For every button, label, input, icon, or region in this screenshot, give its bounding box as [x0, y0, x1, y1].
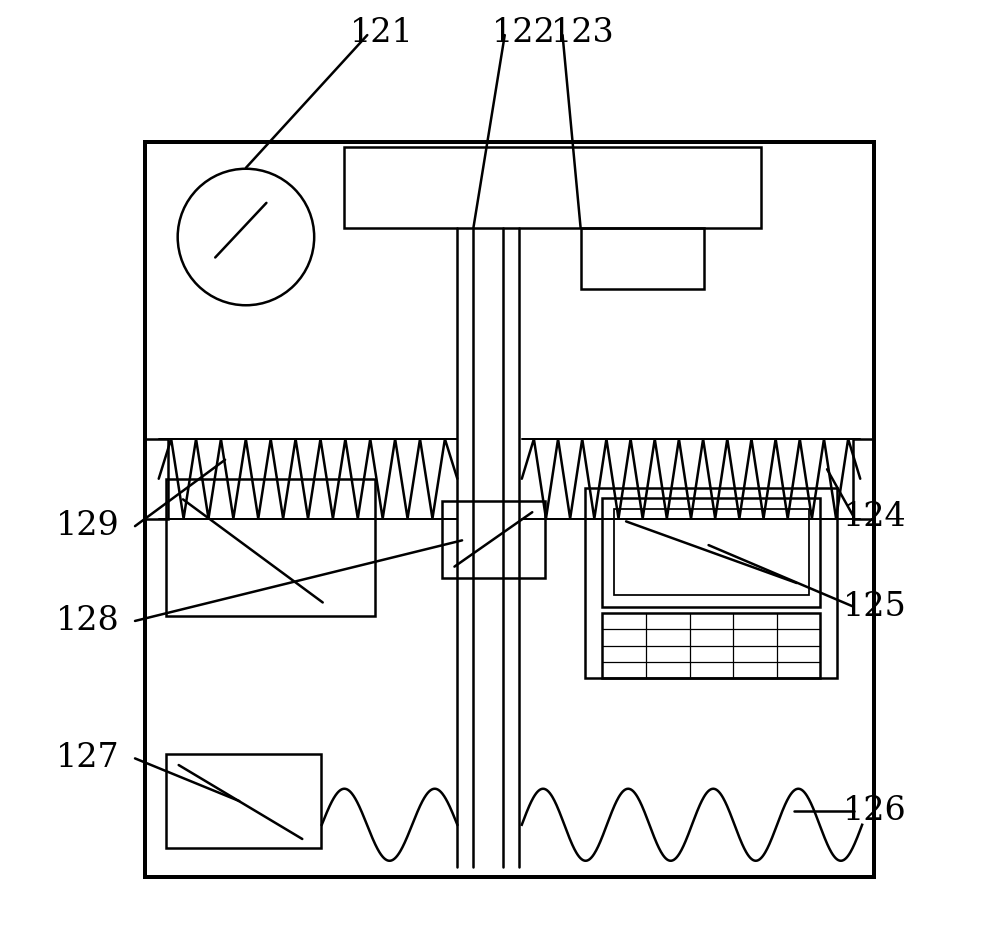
- Bar: [581, 228, 704, 289]
- Text: 125: 125: [843, 591, 906, 623]
- Bar: [614, 509, 809, 595]
- Bar: [344, 147, 761, 228]
- Bar: [853, 439, 874, 519]
- Text: 129: 129: [56, 510, 119, 542]
- Text: 126: 126: [843, 794, 906, 827]
- Text: 123: 123: [551, 17, 614, 49]
- Text: 124: 124: [843, 501, 906, 533]
- Bar: [442, 501, 545, 578]
- Text: 121: 121: [350, 17, 413, 49]
- Bar: [585, 488, 837, 678]
- Bar: [602, 498, 820, 607]
- Bar: [602, 613, 820, 678]
- Text: 127: 127: [56, 742, 119, 775]
- Bar: [145, 142, 874, 877]
- Bar: [166, 479, 375, 616]
- Text: 122: 122: [492, 17, 556, 49]
- Bar: [166, 754, 321, 848]
- Bar: [145, 439, 168, 519]
- Text: 128: 128: [56, 605, 119, 637]
